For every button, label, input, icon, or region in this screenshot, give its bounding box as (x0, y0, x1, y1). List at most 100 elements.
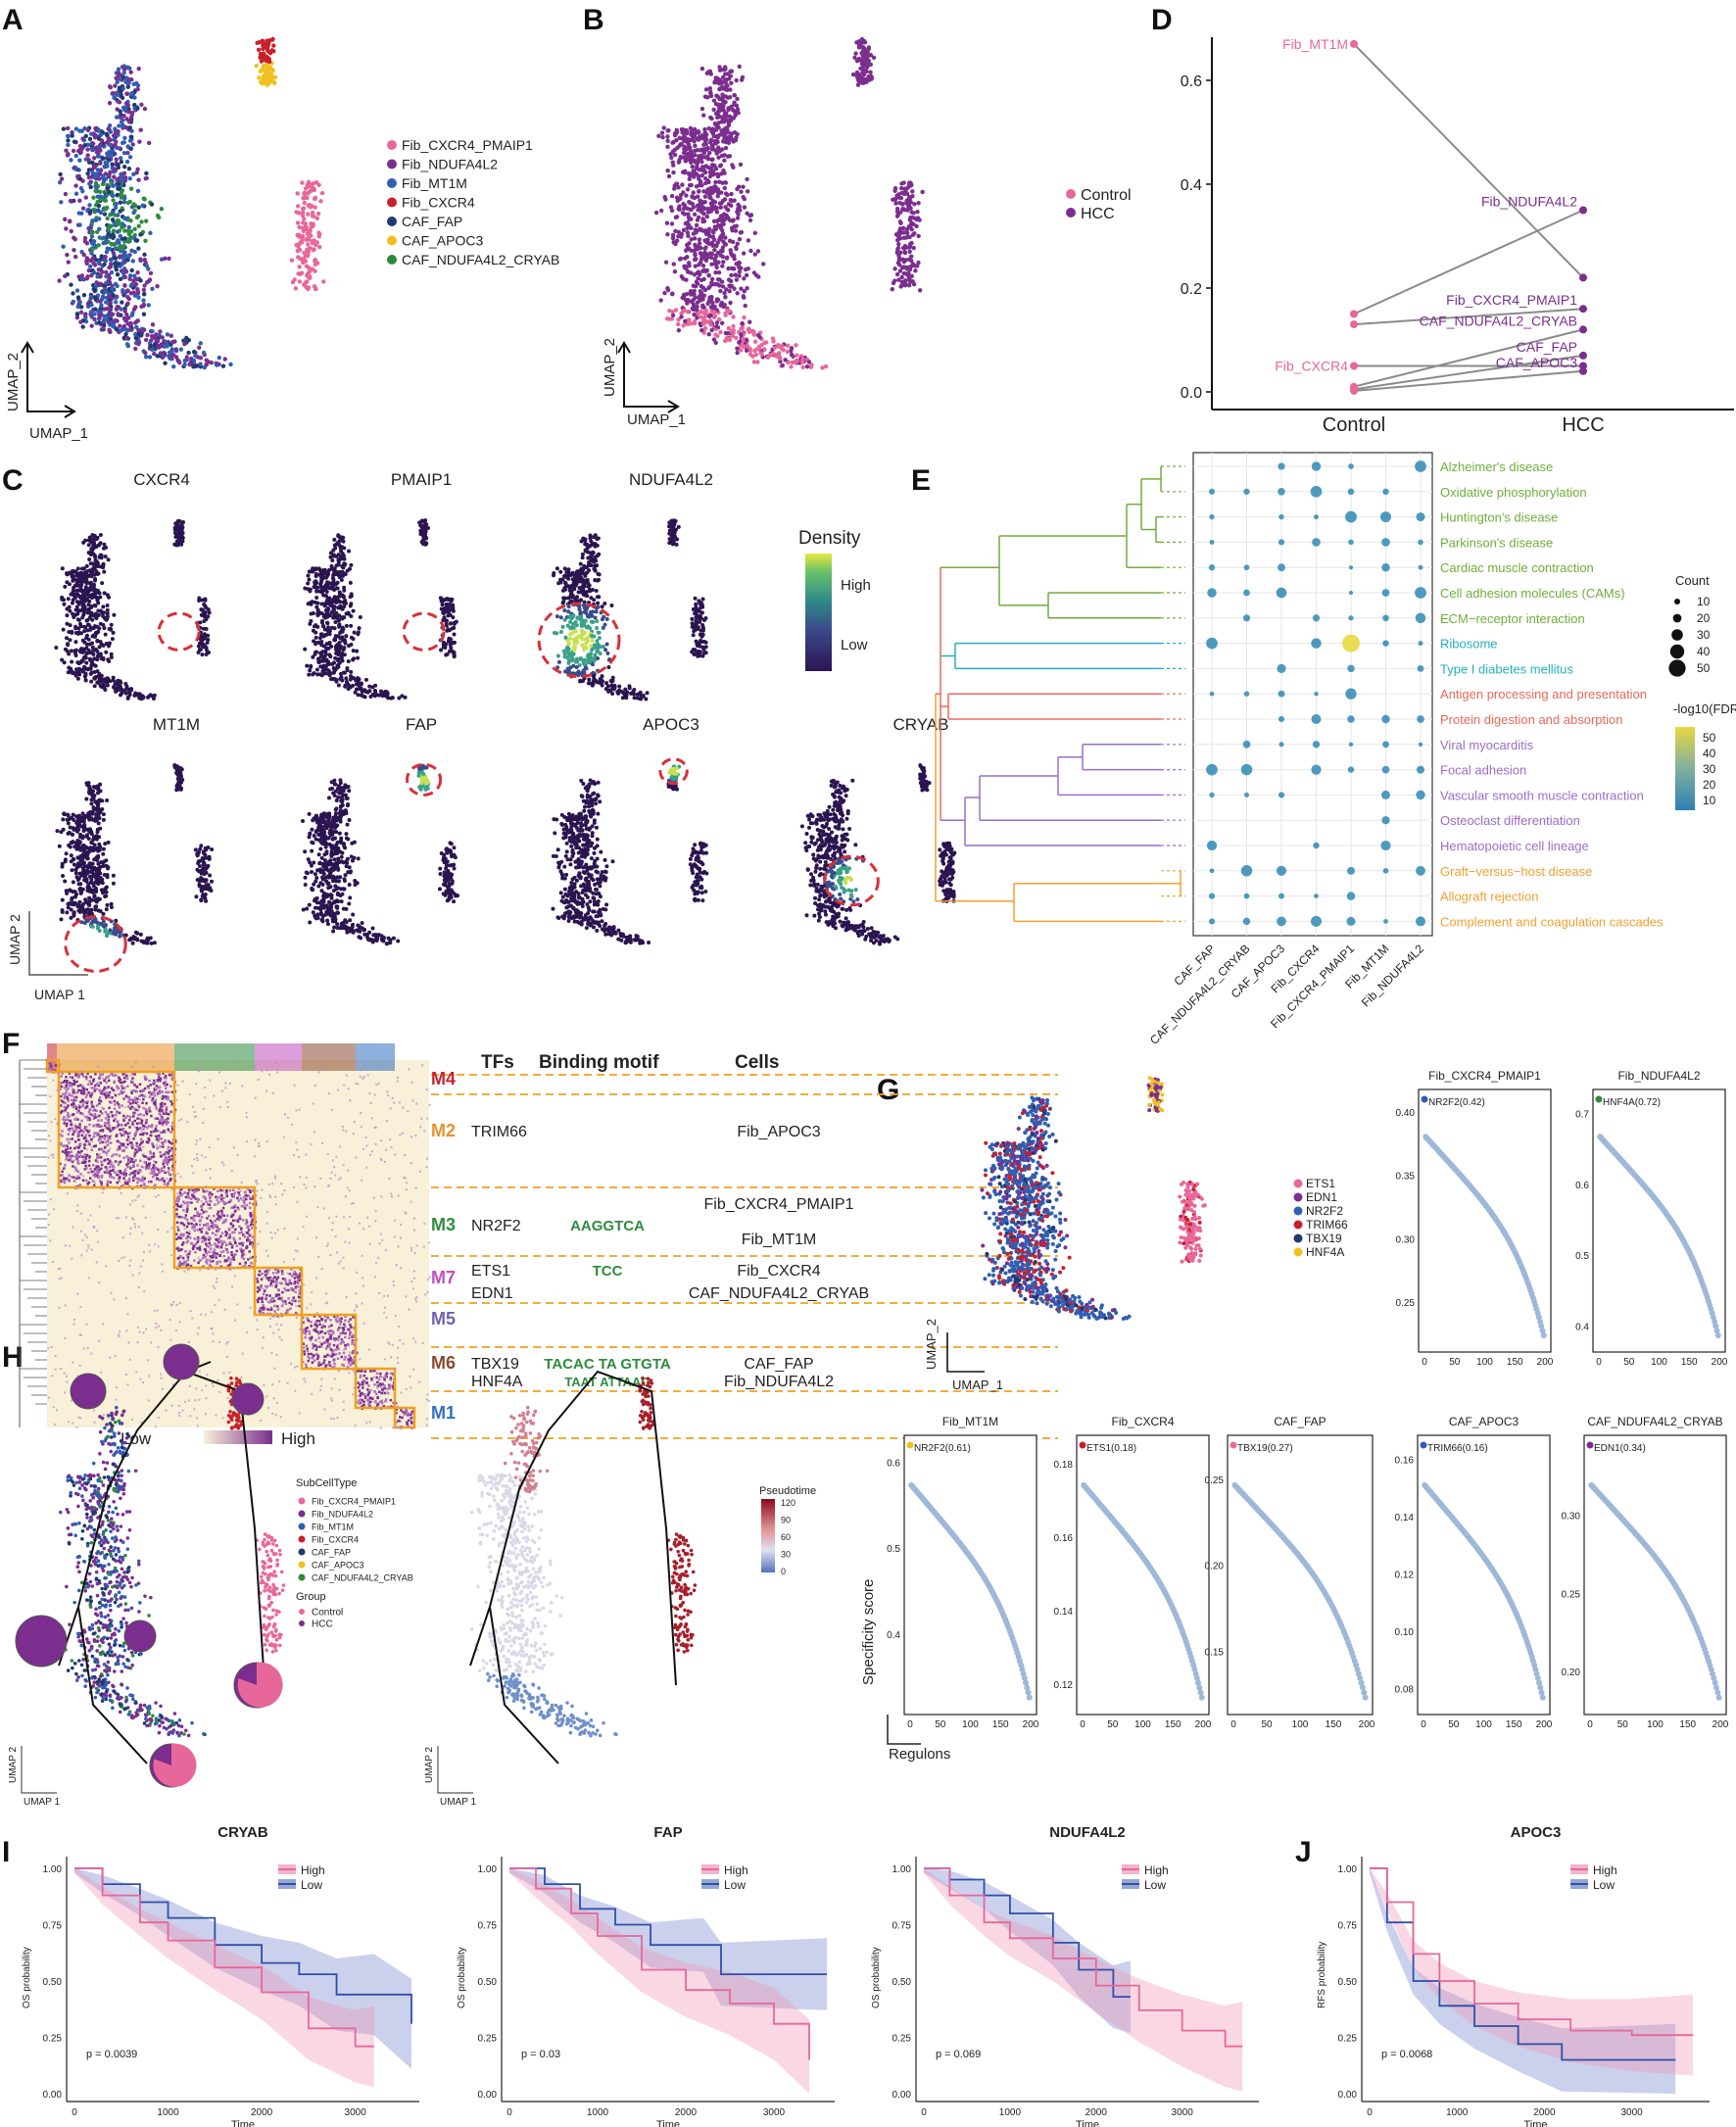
umap-cell (726, 325, 732, 331)
umap-cell (676, 321, 681, 327)
umap-cell (92, 239, 97, 244)
umap-cell (699, 148, 703, 153)
umap-cell (681, 206, 687, 212)
density-cell (210, 879, 215, 884)
series-label-Fib_CXCR4: Fib_CXCR4 (1275, 359, 1348, 374)
umap-cell (68, 218, 72, 223)
density-cell (97, 543, 102, 548)
density-cell (347, 566, 352, 571)
umap-cell (116, 67, 121, 72)
legend-label-Fib_MT1M: Fib_MT1M (402, 175, 467, 191)
density-cell (560, 624, 565, 629)
umap-cell (150, 286, 155, 292)
y-tick-label: 0.6 (1181, 73, 1202, 90)
umap-cell (708, 137, 714, 143)
density-cell (378, 689, 383, 694)
umap-cell (722, 197, 728, 202)
umap-cell (711, 107, 716, 113)
umap-cell (689, 127, 694, 132)
umap-cell (860, 60, 865, 65)
umap-cell (704, 237, 710, 243)
umap-cell (673, 228, 678, 234)
umap-cell (131, 278, 136, 283)
density-cell (699, 602, 703, 606)
density-cell (67, 604, 72, 609)
umap-cell (722, 158, 727, 163)
umap-cell (80, 206, 86, 211)
umap-cell (747, 218, 753, 223)
density-cell (423, 518, 428, 523)
umap-cell (103, 254, 108, 260)
density-cell (109, 622, 114, 627)
umap-cell (747, 319, 752, 324)
umap-cell (665, 138, 670, 143)
umap-cell (118, 156, 123, 161)
density-cell (588, 626, 593, 631)
density-cell (66, 643, 71, 648)
umap-cell (121, 288, 125, 293)
umap-cell (90, 141, 96, 146)
control-point-Fib_CXCR4 (1350, 362, 1358, 370)
umap-cell (740, 320, 745, 326)
umap-cell (701, 212, 706, 217)
density-cell (610, 692, 615, 697)
density-cell (94, 595, 99, 600)
umap-cell (87, 264, 93, 269)
density-cell (327, 586, 332, 591)
density-cell (78, 624, 83, 629)
umap-cell (125, 258, 130, 263)
umap-cell (706, 241, 712, 247)
umap-cell (73, 191, 79, 196)
density-cell (311, 654, 315, 659)
umap-cell (133, 346, 138, 352)
density-cell (555, 631, 559, 636)
gene-title-CXCR4: CXCR4 (133, 470, 190, 489)
umap-cell (689, 292, 694, 297)
density-cell (417, 520, 422, 525)
y-tick-label: 0.2 (1181, 281, 1202, 298)
density-cell (596, 649, 601, 653)
density-cell (105, 611, 110, 616)
umap-cell (122, 309, 127, 314)
umap-cell (904, 266, 909, 271)
umap-cell (725, 336, 730, 342)
umap-cell (755, 360, 760, 364)
density-cell (568, 665, 573, 670)
umap-cell (672, 269, 678, 274)
density-cell (667, 528, 672, 533)
umap-cell (312, 196, 317, 202)
density-cell (578, 561, 583, 566)
umap-cell (901, 180, 906, 185)
density-cell (95, 657, 100, 662)
density-cell (96, 608, 101, 613)
density-cell (106, 657, 111, 662)
umap-cell (762, 347, 767, 353)
density-cell (347, 644, 352, 649)
panel-label-e: E (911, 464, 931, 497)
umap-cell (312, 284, 317, 289)
umap-cell (672, 186, 677, 191)
umap-cell (108, 129, 114, 134)
umap-cell (708, 115, 713, 121)
density-cell (102, 610, 107, 615)
umap-cell (138, 232, 143, 237)
umap-cell (702, 94, 708, 99)
umap-cell (694, 184, 699, 189)
umap-cell (112, 255, 117, 261)
density-cell (332, 537, 337, 542)
umap-cell (697, 154, 702, 159)
density-cell (60, 897, 65, 902)
umap-cell (101, 317, 107, 323)
umap-cell (896, 277, 901, 282)
density-cell (102, 626, 107, 631)
umap-cell (125, 295, 130, 300)
umap-cell (708, 196, 713, 201)
density-cell (600, 604, 604, 609)
umap-cell (96, 267, 101, 272)
umap-cell (712, 237, 717, 242)
density-cell (313, 641, 318, 646)
density-cell (86, 543, 91, 548)
umap-cell (98, 281, 103, 286)
umap-cell (694, 222, 699, 228)
